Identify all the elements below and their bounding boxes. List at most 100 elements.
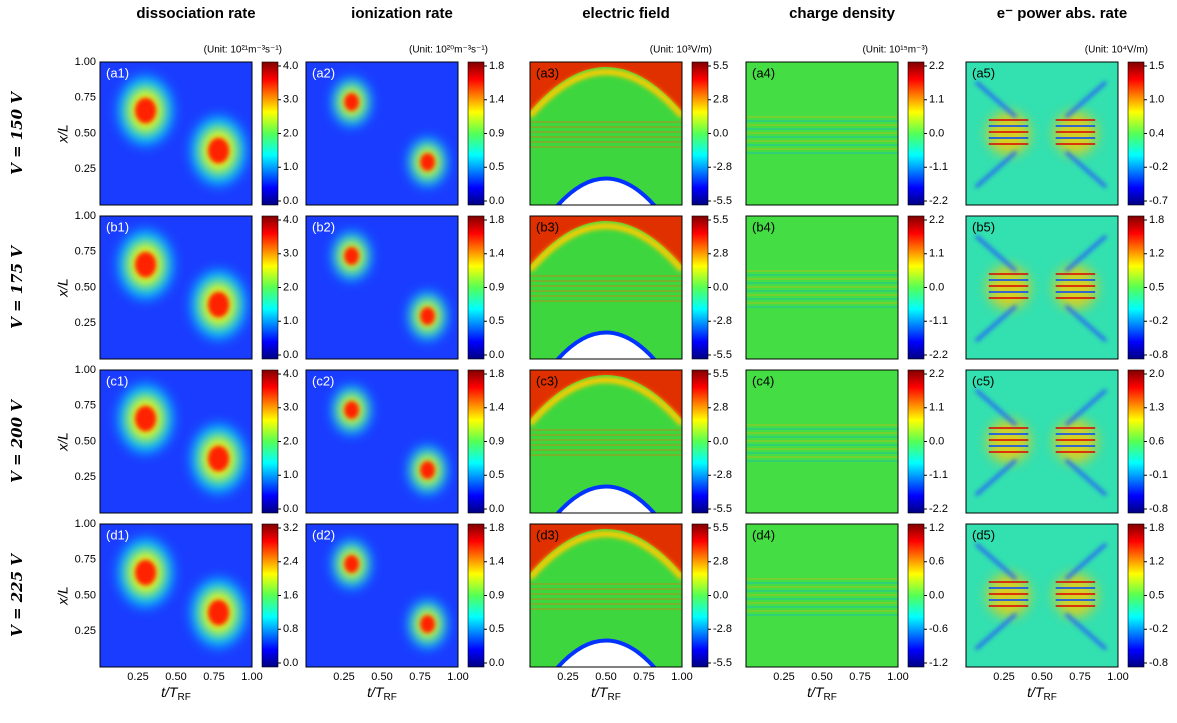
x-tick-label: 0.50: [371, 671, 392, 683]
x-tick-label: 0.50: [595, 671, 616, 683]
colorbar-label: 0.0: [283, 657, 298, 669]
colorbar: [692, 370, 708, 513]
heatmap: [100, 524, 252, 667]
x-tick-label: 0.25: [993, 671, 1014, 683]
colorbar-label: 1.8: [489, 522, 504, 534]
colorbar-label: 0.9: [489, 589, 504, 601]
colorbar-label: 5.5: [713, 214, 728, 226]
colorbar-label: -2.8: [713, 623, 732, 635]
heatmap: [746, 216, 898, 359]
y-axis-label: x/L: [55, 124, 71, 144]
x-tick-label: 0.50: [1031, 671, 1052, 683]
colorbar-label: -2.8: [713, 161, 732, 173]
colorbar-label: -0.2: [1149, 161, 1168, 173]
colorbar-label: 1.1: [929, 248, 944, 260]
heatmap: [966, 216, 1118, 359]
panel: (c1)4.03.02.01.00.0: [100, 368, 298, 515]
heatmap: [306, 62, 458, 205]
colorbar-label: -0.6: [929, 623, 948, 635]
colorbar-label: 1.0: [283, 469, 298, 481]
x-axis-label: t/TRF: [591, 684, 621, 703]
y-tick-label: 1.00: [75, 210, 96, 222]
colorbar-label: -2.8: [713, 469, 732, 481]
panel-tag: (b4): [752, 219, 775, 234]
y-axis-label: x/L: [55, 432, 71, 452]
panel: (d5)1.81.20.5-0.2-0.8: [966, 522, 1168, 669]
colorbar-label: 0.6: [1149, 435, 1164, 447]
y-tick-label: 1.00: [75, 364, 96, 376]
row-label: V = 200 V: [8, 399, 26, 483]
colorbar-label: -2.2: [929, 503, 948, 515]
colorbar-label: 0.0: [283, 195, 298, 207]
colorbar: [908, 62, 924, 205]
colorbar-label: 0.0: [713, 435, 728, 447]
panel: (b2)1.81.40.90.50.0: [306, 214, 504, 361]
colorbar-label: -5.5: [713, 349, 732, 361]
x-tick-label: 1.00: [671, 671, 692, 683]
colorbar: [692, 62, 708, 205]
colorbar-label: 5.5: [713, 368, 728, 380]
colorbar-label: 3.2: [283, 522, 298, 534]
panel-tag: (d3): [536, 527, 559, 542]
y-tick-label: 0.25: [75, 625, 96, 637]
y-tick-label: 0.50: [75, 435, 96, 447]
colorbar-label: -1.1: [929, 161, 948, 173]
panel: (c5)2.01.30.6-0.1-0.8: [966, 368, 1168, 515]
unit-label: (Unit: 10²⁰m⁻³s⁻¹): [409, 45, 488, 56]
colorbar: [908, 370, 924, 513]
colorbar-label: 0.5: [489, 315, 504, 327]
colorbar-label: 2.0: [1149, 368, 1164, 380]
colorbar-label: -0.2: [1149, 623, 1168, 635]
colorbar-label: 1.6: [283, 589, 298, 601]
colorbar-label: 4.0: [283, 60, 298, 72]
colorbar-label: 3.0: [283, 94, 298, 106]
colorbar-label: -5.5: [713, 503, 732, 515]
panel-tag: (c5): [972, 373, 994, 388]
panel: (a1)4.03.02.01.00.0: [100, 60, 298, 207]
colorbar-label: 0.5: [1149, 589, 1164, 601]
heatmap: [746, 62, 898, 205]
y-tick-label: 0.25: [75, 317, 96, 329]
colorbar-label: 1.4: [489, 248, 504, 260]
panel: (c2)1.81.40.90.50.0: [306, 368, 504, 515]
colorbar-label: -0.8: [1149, 349, 1168, 361]
colorbar-label: 0.0: [713, 589, 728, 601]
colorbar-label: 0.0: [929, 127, 944, 139]
heatmap: [746, 370, 898, 513]
colorbar-label: 1.0: [283, 161, 298, 173]
colorbar-label: 1.0: [283, 315, 298, 327]
colorbar-label: 0.5: [489, 469, 504, 481]
colorbar-label: 0.4: [1149, 127, 1164, 139]
colorbar: [1128, 370, 1144, 513]
y-tick-label: 1.00: [75, 56, 96, 68]
colorbar-label: 0.9: [489, 435, 504, 447]
colorbar-label: 5.5: [713, 522, 728, 534]
x-tick-label: 0.75: [409, 671, 430, 683]
colorbar-label: -2.8: [713, 315, 732, 327]
y-tick-label: 0.25: [75, 471, 96, 483]
colorbar-label: 0.5: [489, 161, 504, 173]
colorbar-label: 0.0: [489, 657, 504, 669]
panel: (b4)2.21.10.0-1.1-2.2: [746, 214, 948, 361]
colorbar-label: 1.4: [489, 94, 504, 106]
column-title: dissociation rate: [136, 5, 255, 22]
colorbar-label: -1.1: [929, 315, 948, 327]
panel-tag: (a4): [752, 65, 775, 80]
colorbar: [1128, 216, 1144, 359]
x-tick-label: 1.00: [887, 671, 908, 683]
colorbar-label: 2.8: [713, 402, 728, 414]
x-tick-label: 0.50: [811, 671, 832, 683]
x-tick-label: 0.75: [849, 671, 870, 683]
colorbar-label: 4.0: [283, 214, 298, 226]
row-label: V = 175 V: [8, 245, 26, 329]
colorbar-label: -0.1: [1149, 469, 1168, 481]
x-tick-label: 0.25: [557, 671, 578, 683]
colorbar-label: 1.0: [1149, 94, 1164, 106]
panel: (a4)2.21.10.0-1.1-2.2: [746, 60, 948, 207]
colorbar: [262, 216, 278, 359]
unit-label: (Unit: 10³V/m): [650, 45, 712, 56]
panel: (d1)3.22.41.60.80.0: [100, 522, 298, 669]
panel: (c4)2.21.10.0-1.1-2.2: [746, 368, 948, 515]
heatmap: [746, 524, 898, 667]
colorbar-label: 2.2: [929, 368, 944, 380]
